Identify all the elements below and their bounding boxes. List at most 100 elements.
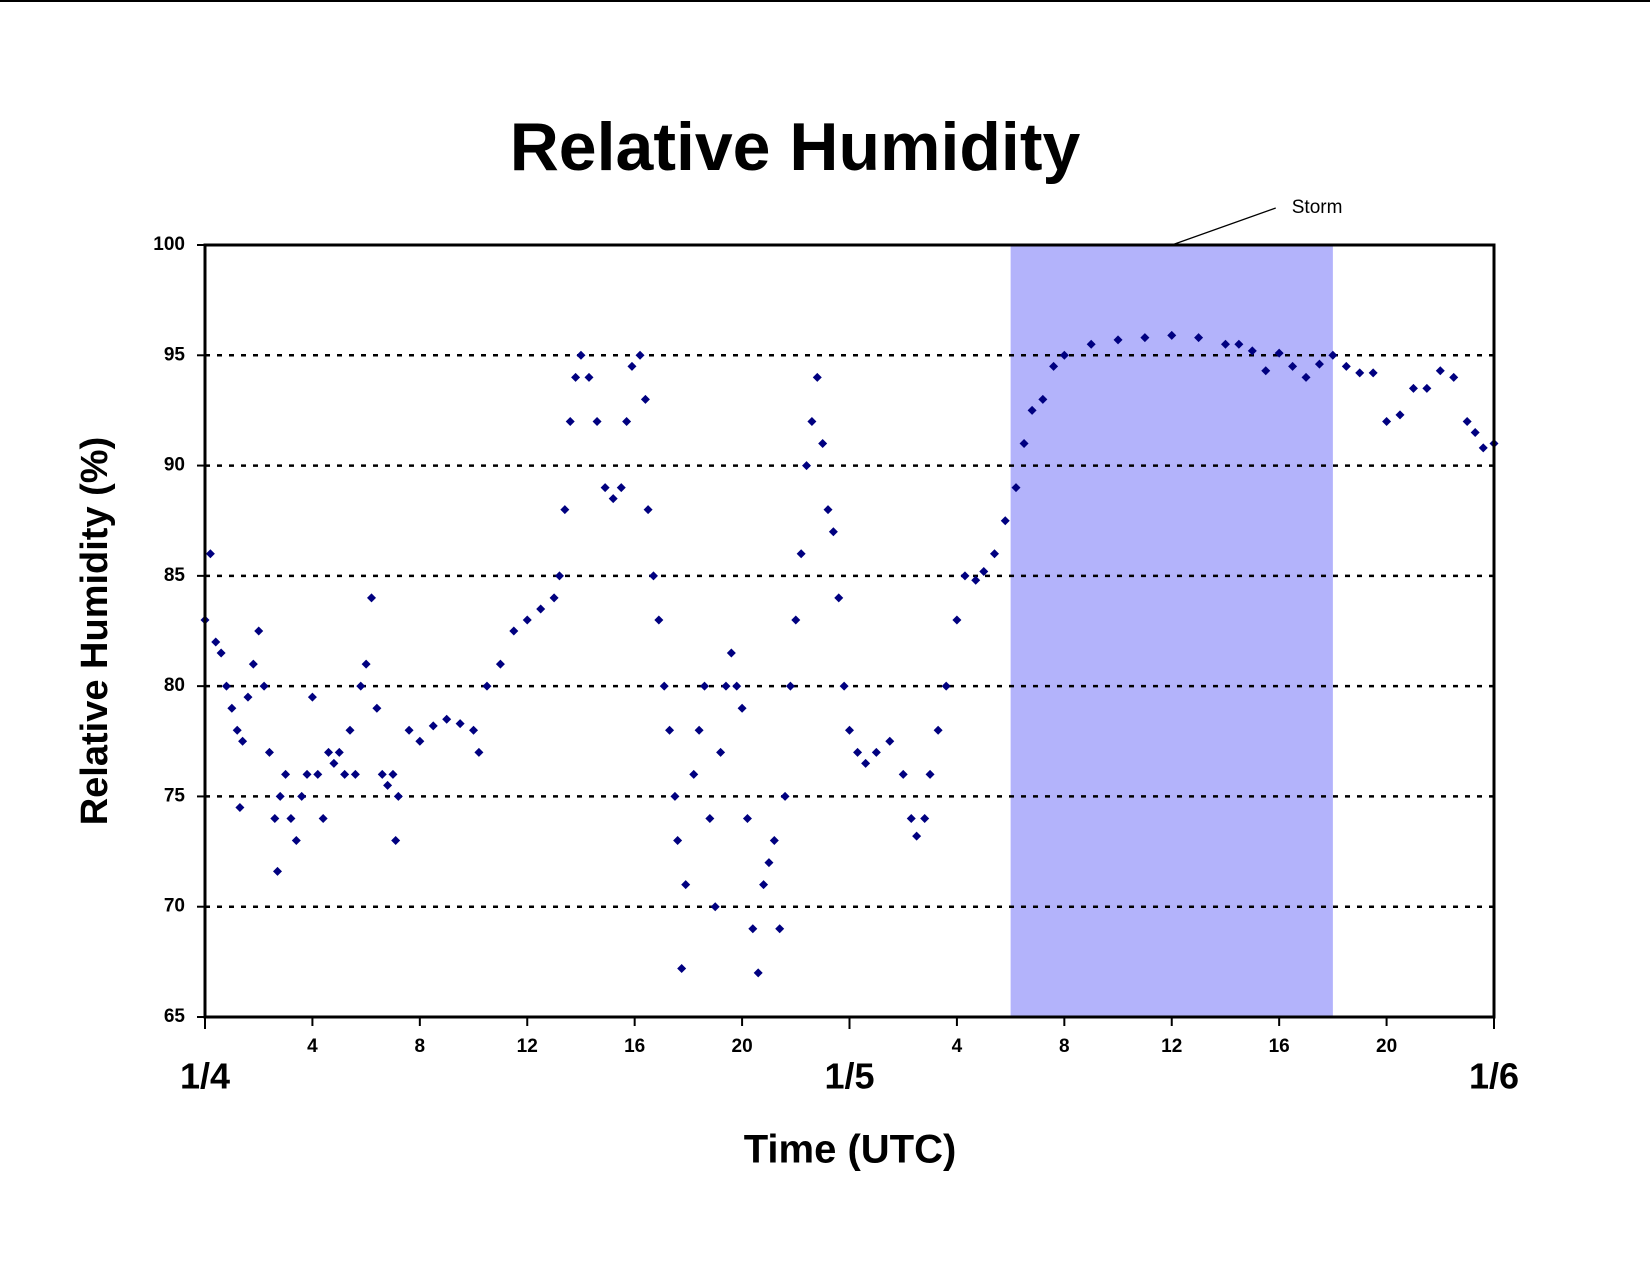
- data-point: [823, 505, 833, 515]
- data-point: [925, 769, 935, 779]
- data-point: [393, 791, 403, 801]
- data-point: [785, 681, 795, 691]
- y-tick-label: 65: [164, 1006, 186, 1027]
- x-tick-label: 8: [415, 1036, 426, 1057]
- data-point: [1049, 361, 1059, 371]
- data-point: [906, 813, 916, 823]
- x-tick-label: 16: [1269, 1036, 1290, 1057]
- data-point: [839, 681, 849, 691]
- data-point: [536, 604, 546, 614]
- data-point: [313, 769, 323, 779]
- date-label: 1/6: [1469, 1056, 1519, 1097]
- data-point: [1220, 339, 1230, 349]
- data-point: [254, 626, 264, 636]
- y-tick-label: 80: [164, 675, 185, 696]
- data-point: [1194, 333, 1204, 343]
- data-point: [659, 681, 669, 691]
- data-point: [616, 483, 626, 493]
- data-point: [802, 461, 812, 471]
- x-tick-label: 12: [517, 1036, 538, 1057]
- data-point: [334, 747, 344, 757]
- data-point: [1247, 346, 1257, 356]
- data-point: [670, 791, 680, 801]
- data-point: [1274, 348, 1284, 358]
- data-point: [221, 681, 231, 691]
- data-point: [643, 505, 653, 515]
- data-point: [764, 858, 774, 868]
- data-point: [608, 494, 618, 504]
- data-point: [600, 483, 610, 493]
- data-point: [259, 681, 269, 691]
- data-point: [898, 769, 908, 779]
- data-point: [273, 866, 283, 876]
- y-tick-label: 90: [164, 455, 185, 476]
- data-point: [291, 836, 301, 846]
- data-point: [1328, 350, 1338, 360]
- data-point: [1341, 361, 1351, 371]
- data-point: [885, 736, 895, 746]
- annotation-leader: [1171, 207, 1276, 246]
- data-point: [1086, 339, 1096, 349]
- plot-frame: [203, 243, 1496, 1019]
- data-point: [780, 791, 790, 801]
- data-point: [345, 725, 355, 735]
- data-point: [270, 813, 280, 823]
- data-point: [665, 725, 675, 735]
- data-point: [933, 725, 943, 735]
- storm-span: [1010, 245, 1333, 1017]
- data-point: [721, 681, 731, 691]
- y-tick-label: 70: [164, 896, 185, 917]
- data-point: [356, 681, 366, 691]
- data-point: [415, 736, 425, 746]
- data-point: [592, 416, 602, 426]
- data-point: [920, 813, 930, 823]
- data-point: [350, 769, 360, 779]
- data-point: [1059, 350, 1069, 360]
- data-point: [1288, 361, 1298, 371]
- data-point: [796, 549, 806, 559]
- data-point: [264, 747, 274, 757]
- data-point: [912, 831, 922, 841]
- data-point: [377, 769, 387, 779]
- data-point: [474, 747, 484, 757]
- data-point: [716, 747, 726, 757]
- data-point: [1113, 335, 1123, 345]
- data-point: [404, 725, 414, 735]
- data-point: [442, 714, 452, 724]
- data-point: [1368, 368, 1378, 378]
- data-point: [941, 681, 951, 691]
- date-label: 1/5: [824, 1056, 874, 1097]
- data-point: [1408, 383, 1418, 393]
- data-point: [1422, 383, 1432, 393]
- data-point: [1435, 366, 1445, 376]
- data-point: [681, 880, 691, 890]
- data-point: [1000, 516, 1010, 526]
- data-point: [329, 758, 339, 768]
- data-point: [275, 791, 285, 801]
- data-point: [248, 659, 258, 669]
- data-point: [469, 725, 479, 735]
- data-point: [1478, 443, 1488, 453]
- data-point: [960, 571, 970, 581]
- x-tick-label: 8: [1059, 1036, 1070, 1057]
- data-point: [1355, 368, 1365, 378]
- data-point: [340, 769, 350, 779]
- data-point: [1140, 333, 1150, 343]
- data-point: [318, 813, 328, 823]
- data-point: [1027, 405, 1037, 415]
- data-point: [742, 813, 752, 823]
- data-point: [622, 416, 632, 426]
- data-point: [834, 593, 844, 603]
- data-point: [648, 571, 658, 581]
- data-point: [635, 350, 645, 360]
- x-tick-label: 12: [1161, 1036, 1182, 1057]
- data-point: [1382, 416, 1392, 426]
- data-point: [699, 681, 709, 691]
- data-point: [227, 703, 237, 713]
- data-point: [1449, 372, 1459, 382]
- x-tick-label: 20: [1376, 1036, 1397, 1057]
- data-point: [845, 725, 854, 735]
- data-point: [1462, 416, 1472, 426]
- x-tick-label: 4: [952, 1036, 963, 1057]
